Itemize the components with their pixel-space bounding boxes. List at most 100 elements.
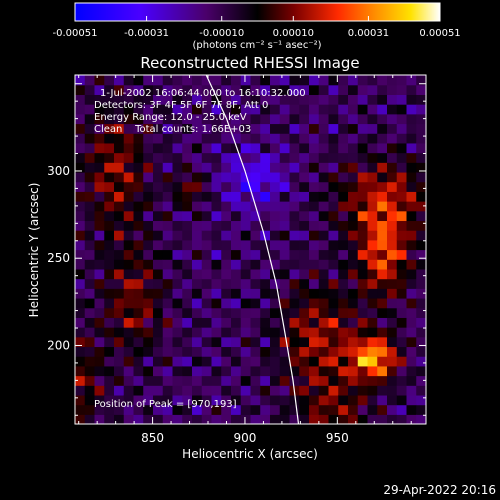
heatmap-cell [114,75,125,86]
x-tick-label: 900 [234,431,257,445]
heatmap-cell [84,307,96,318]
heatmap-cell [318,404,330,415]
heatmap-cell [318,104,330,115]
heatmap-cell [143,84,154,95]
heatmap-cell [396,404,408,415]
heatmap-cell [114,239,125,251]
heatmap-cell [104,404,115,415]
heatmap-cell [192,249,203,260]
heatmap-cell [328,84,339,95]
heatmap-cell [299,201,310,212]
heatmap-cell [279,142,291,154]
heatmap-cell [357,171,369,183]
heatmap-cell [231,327,242,338]
heatmap-cell [387,104,398,115]
heatmap-cell [192,75,203,86]
heatmap-cell [338,317,349,328]
heatmap-cell [299,404,310,415]
heatmap-cell [260,278,271,289]
heatmap-cell [182,239,193,251]
heatmap-cell [75,133,86,144]
heatmap-cell [84,297,96,309]
heatmap-cell [240,113,252,125]
heatmap-cell [377,113,388,125]
heatmap-cell [162,84,174,95]
heatmap-cell [348,356,359,367]
heatmap-cell [211,94,222,105]
heatmap-cell [309,162,320,173]
heatmap-cell [260,336,271,348]
heatmap-cell [182,327,193,338]
heatmap-cell [104,249,115,260]
heatmap-cell [172,365,183,377]
heatmap-cell [279,249,291,260]
heatmap-cell [94,385,105,396]
heatmap-cell [357,220,369,231]
heatmap-cell [416,278,426,289]
heatmap-cell [201,94,213,105]
heatmap-cell [84,113,96,125]
heatmap-cell [75,365,86,377]
heatmap-cell [396,94,408,105]
heatmap-cell [221,385,232,396]
heatmap-cell [94,317,105,328]
heatmap-cell [153,239,164,251]
heatmap-cell [406,414,417,424]
heatmap-cell [309,123,320,134]
heatmap-cell [240,142,252,154]
heatmap-cell [143,104,154,115]
heatmap-cell [153,220,164,231]
heatmap-cell [84,278,96,289]
heatmap-cell [270,171,281,183]
heatmap-cell [289,278,300,289]
heatmap-cell [153,133,164,144]
heatmap-cell [75,317,86,328]
heatmap-cell [387,191,398,202]
heatmap-cell [123,152,135,163]
heatmap-cell [123,171,135,183]
heatmap-cell [104,220,115,231]
heatmap-cell [396,104,408,115]
heatmap-cell [270,181,281,192]
heatmap-cell [240,94,252,105]
heatmap-cell [289,75,300,86]
heatmap-cell [387,336,398,348]
heatmap-cell [192,201,203,212]
heatmap-cell [416,346,426,357]
heatmap-cell [289,356,300,367]
heatmap-cell [260,288,271,299]
heatmap-cell [377,152,388,163]
heatmap-cell [172,181,183,192]
heatmap-cell [201,201,213,212]
heatmap-cell [387,133,398,144]
heatmap-cell [318,230,330,241]
heatmap-cell [406,259,417,270]
heatmap-cell [396,191,408,202]
heatmap-cell [367,191,378,202]
heatmap-cell [172,375,183,386]
heatmap-cell [133,84,144,95]
heatmap-cell [123,346,135,357]
heatmap-cell [192,404,203,415]
heatmap-cell [279,171,291,183]
heatmap-cell [289,113,300,125]
heatmap-cell [172,346,183,357]
heatmap-cell [289,123,300,134]
heatmap-cell [84,133,96,144]
heatmap-cell [396,327,408,338]
heatmap-cell [94,113,105,125]
heatmap-cell [123,297,135,309]
heatmap-cell [318,259,330,270]
heatmap-cell [221,230,232,241]
heatmap-cell [279,404,291,415]
heatmap-cell [328,327,339,338]
heatmap-cell [94,181,105,192]
heatmap-cell [396,230,408,241]
heatmap-cell [260,210,271,222]
heatmap-cell [396,336,408,348]
heatmap-cell [75,375,86,386]
heatmap-cell [84,75,96,86]
heatmap-cell [279,317,291,328]
heatmap-cell [406,181,417,192]
heatmap-cell [172,133,183,144]
